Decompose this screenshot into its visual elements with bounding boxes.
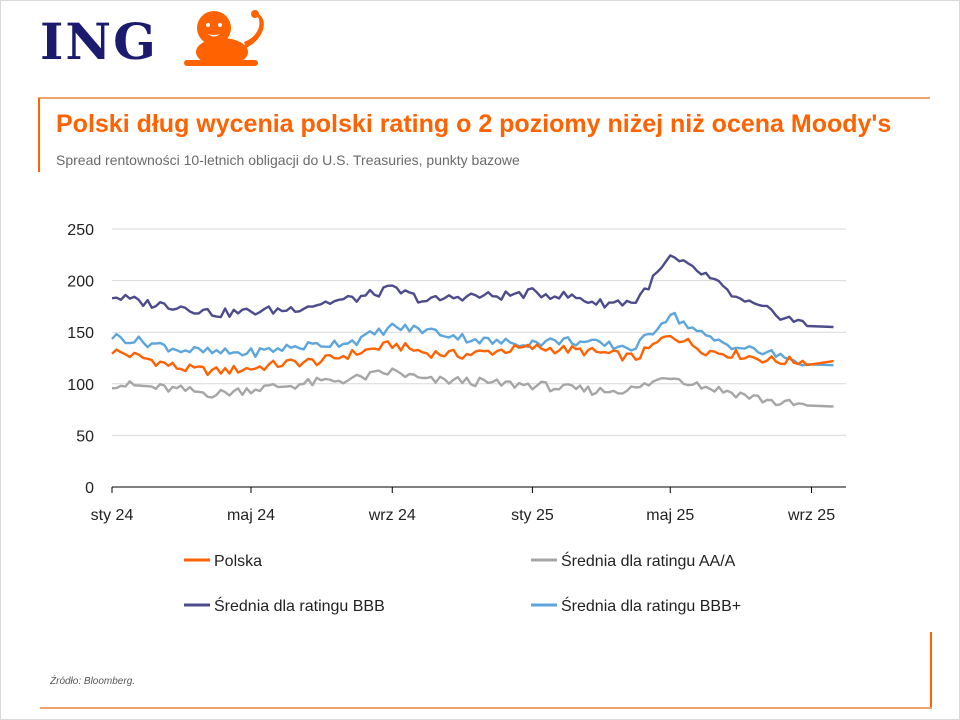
y-tick-label: 200 (67, 274, 94, 291)
accent-line-right (930, 632, 932, 708)
y-tick-label: 0 (85, 480, 94, 497)
x-tick-label: maj 25 (646, 507, 694, 524)
accent-line-left (38, 98, 40, 172)
page-subtitle: Spread rentowności 10-letnich obligacji … (56, 152, 520, 168)
line-chart: 0 50 100 150 200 250 sty 24 maj 24 wrz 24 sty 25 m… (67, 222, 846, 615)
legend-label: Średnia dla ratingu BBB+ (561, 596, 741, 615)
page-title: Polski dług wycenia polski rating o 2 po… (56, 110, 892, 138)
series-line (111, 334, 834, 377)
source-note: Źródło: Bloomberg. (50, 676, 136, 687)
y-tick-label: 100 (67, 377, 94, 394)
lion-icon (184, 10, 264, 66)
series-line (111, 311, 834, 367)
legend-label: Polska (214, 553, 262, 570)
accent-line-top (38, 97, 930, 99)
legend-label: Średnia dla ratingu AA/A (561, 551, 736, 570)
logo-text: ING (40, 12, 158, 71)
series-line (111, 367, 834, 408)
x-tick-label: maj 24 (227, 507, 275, 524)
x-tick-label: sty 25 (511, 507, 554, 524)
y-tick-label: 150 (67, 325, 94, 342)
y-tick-label: 50 (76, 428, 94, 445)
y-tick-label: 250 (67, 222, 94, 239)
series-line (111, 254, 834, 329)
x-tick-label: sty 24 (91, 507, 134, 524)
x-tick-label: wrz 24 (368, 507, 416, 524)
accent-line-bottom (40, 707, 932, 709)
ing-logo: ING (40, 8, 280, 74)
x-tick-label: wrz 25 (787, 507, 835, 524)
legend-label: Średnia dla ratingu BBB (214, 596, 385, 615)
